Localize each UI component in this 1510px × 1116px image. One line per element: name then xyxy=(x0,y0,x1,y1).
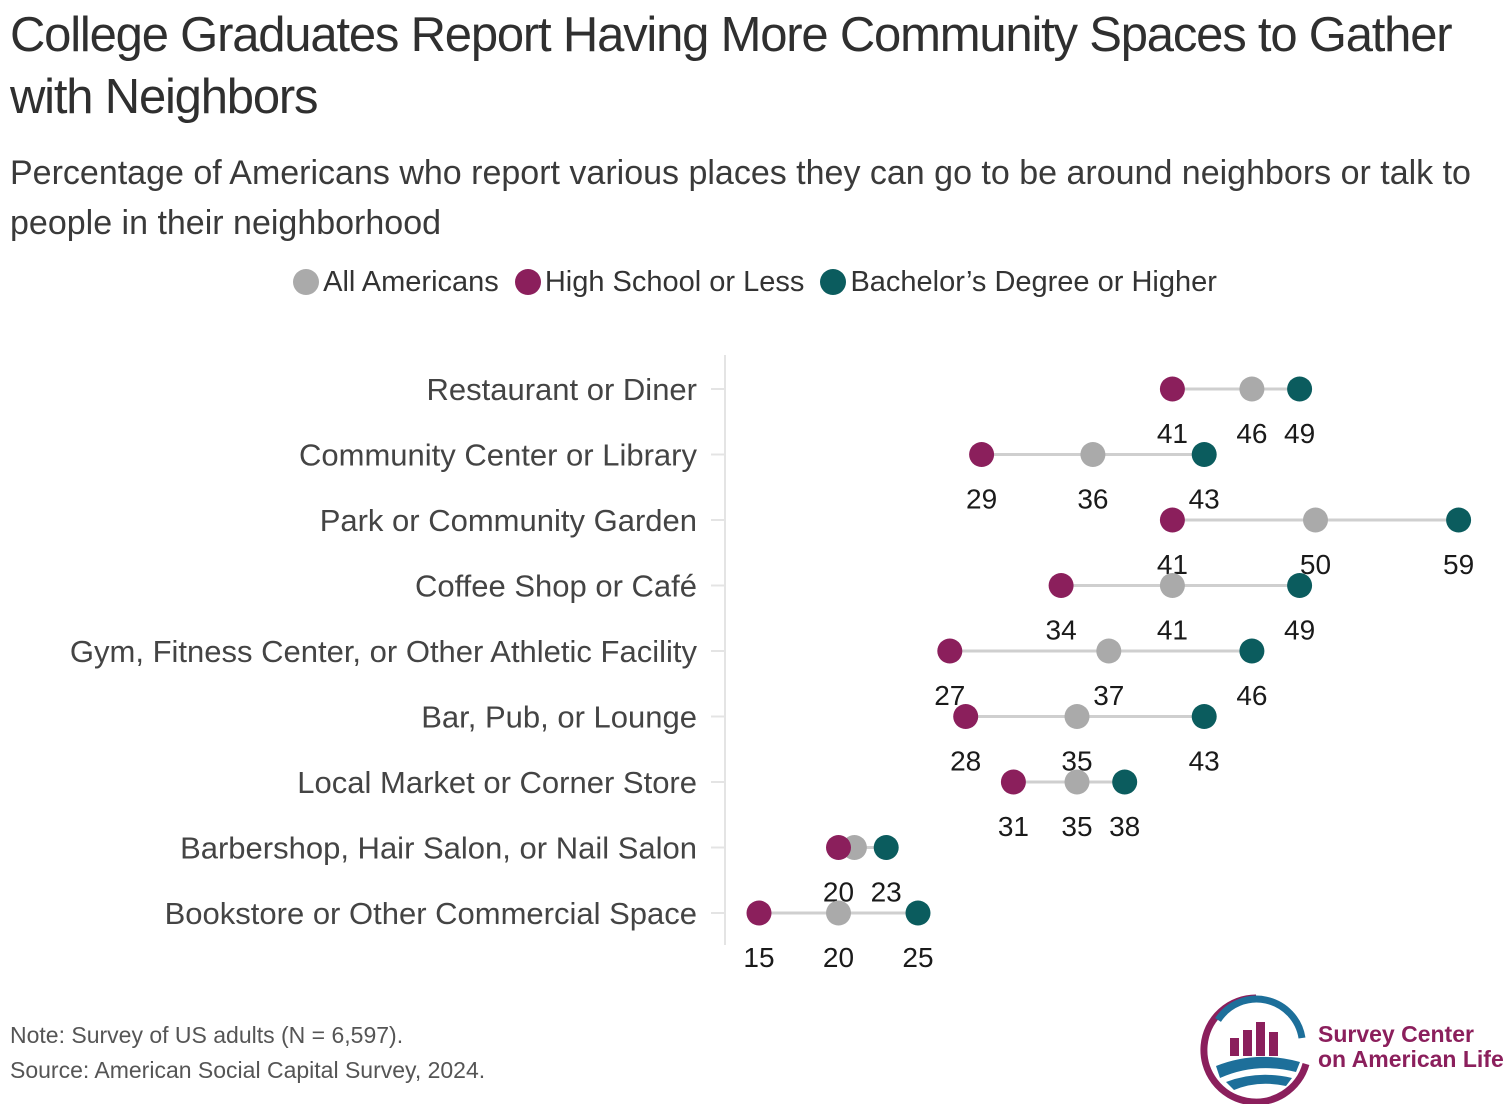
data-label: 49 xyxy=(1284,615,1315,646)
data-label: 31 xyxy=(998,811,1029,842)
data-label: 49 xyxy=(1284,418,1315,449)
dot-bachelor-s-degree-or-higher xyxy=(1112,769,1138,795)
legend-item-high-school: High School or Less xyxy=(514,266,805,299)
source-text: Source: American Social Capital Survey, … xyxy=(10,1057,486,1083)
survey-center-logo: Survey Center on American Life xyxy=(1196,992,1506,1106)
dot-high-school-or-less xyxy=(969,442,995,467)
category-label: Barbershop, Hair Salon, or Nail Salon xyxy=(180,831,697,866)
dot-high-school-or-less xyxy=(1048,573,1074,598)
data-label: 43 xyxy=(1189,484,1220,515)
data-label: 46 xyxy=(1236,418,1267,449)
legend-item-all-americans: All Americans xyxy=(293,266,499,299)
legend-label-high-school: High School or Less xyxy=(544,266,805,298)
category-label: Gym, Fitness Center, or Other Athletic F… xyxy=(70,634,698,669)
logo-line-1: Survey Center xyxy=(1318,1021,1474,1047)
logo-line-2: on American Life xyxy=(1318,1046,1504,1072)
dot-bachelor-s-degree-or-higher xyxy=(1191,442,1217,467)
dot-bachelor-s-degree-or-higher xyxy=(905,900,931,926)
dot-all-americans xyxy=(1096,638,1122,664)
category-label: Community Center or Library xyxy=(299,438,697,473)
data-label: 36 xyxy=(1077,484,1108,515)
category-label: Restaurant or Diner xyxy=(426,372,697,407)
data-label: 28 xyxy=(950,746,981,777)
legend-dot-all-americans xyxy=(293,269,320,295)
category-label: Coffee Shop or Café xyxy=(415,569,697,604)
dot-all-americans xyxy=(826,900,851,926)
dot-all-americans xyxy=(1303,507,1328,533)
data-label: 25 xyxy=(902,942,933,973)
category-label: Bookstore or Other Commercial Space xyxy=(165,896,697,931)
legend-label-all-americans: All Americans xyxy=(323,266,499,298)
data-label: 35 xyxy=(1061,811,1092,842)
data-label: 46 xyxy=(1236,680,1267,711)
legend-dot-high-school xyxy=(514,269,541,295)
dot-high-school-or-less xyxy=(1159,507,1185,533)
survey-center-logo-icon xyxy=(1200,994,1310,1106)
dot-all-americans xyxy=(1239,376,1265,402)
dot-high-school-or-less xyxy=(1159,376,1185,402)
dot-all-americans xyxy=(1064,704,1090,729)
footnote: Note: Survey of US adults (N = 6,597). S… xyxy=(10,1018,485,1088)
data-label: 15 xyxy=(743,942,774,973)
legend-label-bachelors: Bachelor’s Degree or Higher xyxy=(850,266,1217,298)
dot-high-school-or-less xyxy=(937,638,963,664)
data-label: 29 xyxy=(966,484,997,515)
dot-all-americans xyxy=(1159,573,1185,598)
dot-bachelor-s-degree-or-higher xyxy=(1191,704,1217,729)
data-label: 34 xyxy=(1046,615,1077,646)
category-label: Local Market or Corner Store xyxy=(297,765,697,800)
logo-wordmark: Survey Center on American Life xyxy=(1318,1022,1504,1072)
legend-dot-bachelors xyxy=(820,269,847,295)
data-label: 41 xyxy=(1157,615,1188,646)
category-label: Park or Community Garden xyxy=(320,503,697,538)
legend: All Americans High School or Less Bachel… xyxy=(0,266,1510,299)
data-label: 20 xyxy=(823,942,854,973)
dot-all-americans xyxy=(1064,769,1090,795)
dot-high-school-or-less xyxy=(746,900,772,926)
dot-bachelor-s-degree-or-higher xyxy=(1446,507,1472,533)
data-label: 23 xyxy=(871,877,902,908)
chart-subtitle: Percentage of Americans who report vario… xyxy=(10,154,1471,242)
dot-bachelor-s-degree-or-higher xyxy=(1239,638,1265,664)
dot-bachelor-s-degree-or-higher xyxy=(1287,376,1313,402)
dot-high-school-or-less xyxy=(1000,769,1026,795)
data-label: 43 xyxy=(1189,746,1220,777)
dot-all-americans xyxy=(1080,442,1106,467)
legend-item-bachelors: Bachelor’s Degree or Higher xyxy=(820,266,1217,299)
note-text: Note: Survey of US adults (N = 6,597). xyxy=(10,1022,404,1048)
data-label: 37 xyxy=(1093,680,1124,711)
data-label: 38 xyxy=(1109,811,1140,842)
data-label: 41 xyxy=(1157,418,1188,449)
data-label: 59 xyxy=(1443,549,1474,580)
dot-high-school-or-less xyxy=(826,835,851,860)
dot-high-school-or-less xyxy=(953,704,979,729)
chart-title: College Graduates Report Having More Com… xyxy=(10,8,1453,124)
dot-bachelor-s-degree-or-higher xyxy=(873,835,899,860)
dot-bachelor-s-degree-or-higher xyxy=(1287,573,1313,598)
category-label: Bar, Pub, or Lounge xyxy=(421,700,697,735)
